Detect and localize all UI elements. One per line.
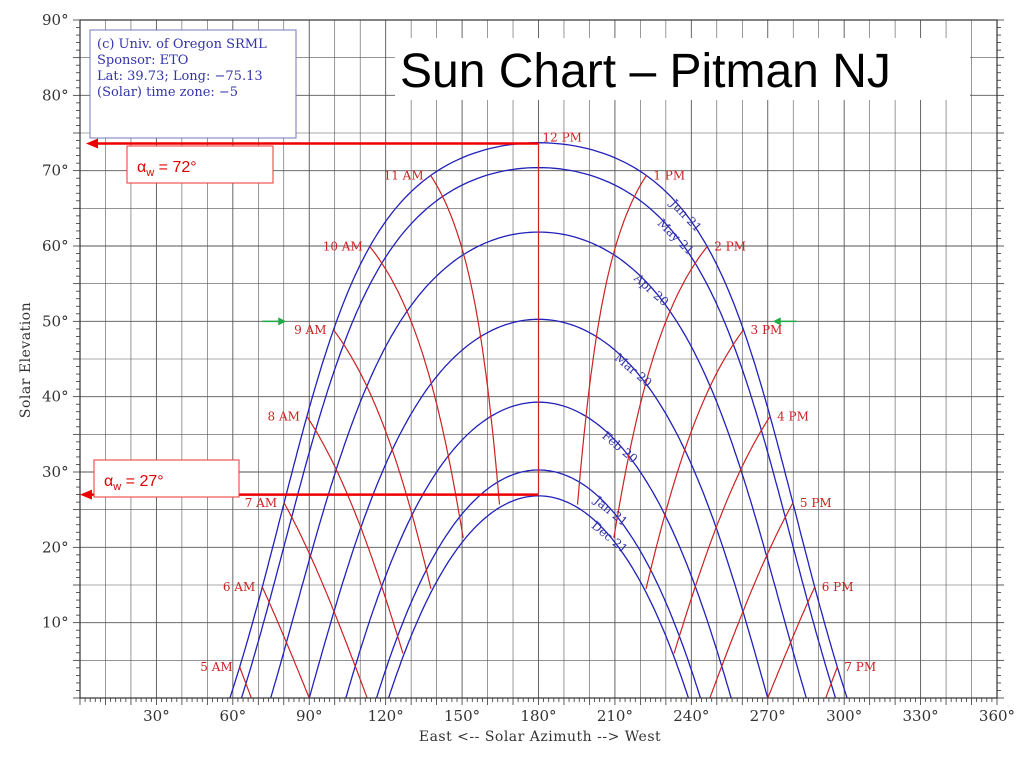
y-tick-label: 80°: [42, 86, 69, 104]
hour-curve-label: 12 PM: [543, 131, 582, 145]
hour-curve-7-pm: [825, 666, 838, 699]
hour-curve-5-pm: [709, 502, 794, 699]
x-tick-label: 90°: [296, 707, 323, 725]
y-tick-label: 90°: [42, 11, 69, 29]
hour-curve-label: 6 AM: [223, 580, 255, 594]
hour-curve-9-am: [333, 329, 432, 590]
hour-curve-label: 7 PM: [844, 660, 876, 674]
y-tick-label: 40°: [42, 388, 69, 406]
x-tick-label: 300°: [826, 707, 862, 725]
hour-curve-6-am: [261, 586, 310, 699]
chart-title: Sun Chart – Pitman NJ: [400, 45, 891, 98]
y-tick-label: 60°: [42, 237, 69, 255]
hour-curve-label: 11 AM: [384, 168, 424, 182]
y-tick-label: 70°: [42, 162, 69, 180]
hour-curve-label: 5 AM: [200, 660, 232, 674]
hour-curve-label: 2 PM: [714, 240, 746, 254]
hour-curve-11-am: [430, 175, 501, 505]
info-line-location: Lat: 39.73; Long: −75.13: [97, 69, 263, 84]
title-backdrop: [395, 38, 970, 100]
alpha-72-box: [126, 145, 274, 184]
hour-curve-10-am: [369, 246, 464, 539]
x-tick-label: 60°: [220, 707, 247, 725]
y-tick-label: 50°: [42, 312, 69, 330]
hour-curve-label: 8 AM: [268, 409, 300, 423]
hour-curve-label: 7 AM: [245, 496, 277, 510]
x-axis-title: East <-- Solar Azimuth --> West: [419, 729, 661, 745]
info-line-sponsor: Sponsor: ETO: [97, 53, 188, 68]
hour-curve-label: 4 PM: [777, 409, 809, 423]
x-tick-label: 180°: [520, 707, 556, 725]
alpha-27-arrowhead: [80, 489, 92, 500]
hour-curve-8-am: [306, 416, 404, 654]
date-curve-dec-21: [387, 495, 690, 699]
x-tick-label: 330°: [903, 707, 939, 725]
x-tick-label: 240°: [673, 707, 709, 725]
hour-curve-3-pm: [645, 329, 744, 590]
green-arrowhead-left: [772, 317, 781, 326]
y-tick-label: 10°: [42, 614, 69, 632]
y-axis-title: Solar Elevation: [18, 302, 34, 418]
hour-curve-4-pm: [673, 416, 771, 654]
hour-curve-6-pm: [767, 586, 816, 699]
hour-curve-2-pm: [613, 246, 708, 539]
hour-curve-1-pm: [576, 175, 647, 505]
x-tick-label: 30°: [143, 707, 170, 725]
hour-curve-label: 1 PM: [653, 168, 685, 182]
hour-curve-label: 6 PM: [822, 580, 854, 594]
y-tick-label: 20°: [42, 538, 69, 556]
x-tick-label: 270°: [750, 707, 786, 725]
info-line-credit: (c) Univ. of Oregon SRML: [97, 37, 267, 52]
annotations: αw = 72° αw = 27°: [80, 138, 797, 500]
hour-curves: [239, 142, 838, 699]
hour-curve-5-am: [239, 666, 252, 699]
alpha-72-arrowhead: [86, 138, 98, 149]
info-box-frame: [89, 29, 297, 139]
alpha-27-box: [93, 459, 240, 498]
axis-ticks: 30° 60° 90° 120° 150° 180° 210° 240° 270° 300° 330…: [42, 11, 1015, 725]
hour-curve-label: 9 AM: [294, 323, 326, 337]
x-tick-label: 150°: [444, 707, 480, 725]
info-line-timezone: (Solar) time zone: −5: [97, 85, 238, 100]
alpha-72-label: αw = 72°: [137, 159, 197, 179]
hour-curve-7-am: [283, 502, 368, 699]
info-box: (c) Univ. of Oregon SRML Sponsor: ETO La…: [89, 29, 297, 139]
hour-curve-label: 10 AM: [323, 240, 363, 254]
x-tick-label: 120°: [368, 707, 404, 725]
hour-curve-label: 3 PM: [751, 323, 783, 337]
green-arrowhead-right: [278, 317, 287, 326]
hour-curve-label: 5 PM: [800, 496, 832, 510]
y-tick-label: 30°: [42, 463, 69, 481]
alpha-27-label: αw = 27°: [104, 473, 164, 493]
x-tick-label: 360°: [979, 707, 1015, 725]
x-tick-label: 210°: [597, 707, 633, 725]
equinox-markers: [262, 317, 797, 326]
